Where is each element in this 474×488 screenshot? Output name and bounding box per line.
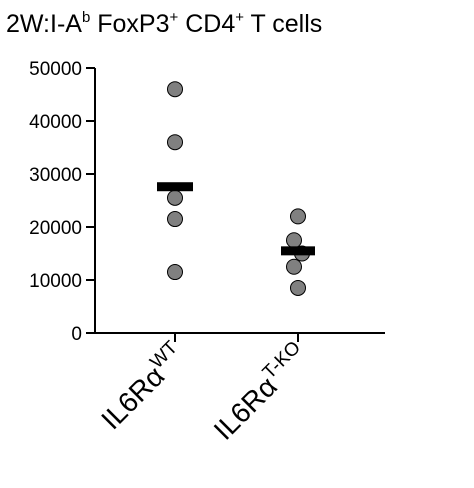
y-tick-label: 0 (71, 324, 82, 345)
data-point (167, 264, 183, 281)
axes (94, 68, 385, 342)
y-tick-label: 20000 (29, 218, 82, 239)
x-category-label-superscript: T-KO (259, 337, 305, 383)
chart-title-text: T cells (244, 10, 322, 38)
data-point (286, 232, 302, 249)
x-category-label: IL6RαT-KO (206, 337, 315, 446)
y-tick-label: 10000 (29, 271, 82, 292)
chart-title-text: CD4 (178, 10, 235, 38)
data-point (286, 258, 302, 275)
y-tick-label: 50000 (29, 59, 82, 80)
y-tick-label: 30000 (29, 165, 82, 186)
y-tick-label: 40000 (29, 112, 82, 133)
chart-title-superscript: + (170, 9, 179, 26)
data-point (290, 279, 306, 296)
y-axis-ticks: 0 10000 20000 30000 40000 50000 (29, 59, 95, 345)
data-point (290, 208, 306, 225)
data-point (167, 81, 183, 98)
x-category-label: IL6RαWT (93, 337, 191, 435)
chart-title: 2W:I-Ab FoxP3+ CD4+ T cells (6, 9, 322, 38)
mean-bars (157, 182, 315, 256)
data-point (167, 134, 183, 151)
chart-title-text: 2W:I-A (6, 10, 82, 38)
mean-bar (157, 182, 193, 192)
chart-title-superscript: b (82, 9, 90, 26)
chart-title-text: FoxP3 (90, 10, 169, 38)
data-points (167, 81, 310, 296)
data-point (167, 189, 183, 206)
chart-title-superscript: + (235, 9, 244, 26)
data-point (167, 211, 183, 228)
mean-bar (281, 246, 315, 256)
